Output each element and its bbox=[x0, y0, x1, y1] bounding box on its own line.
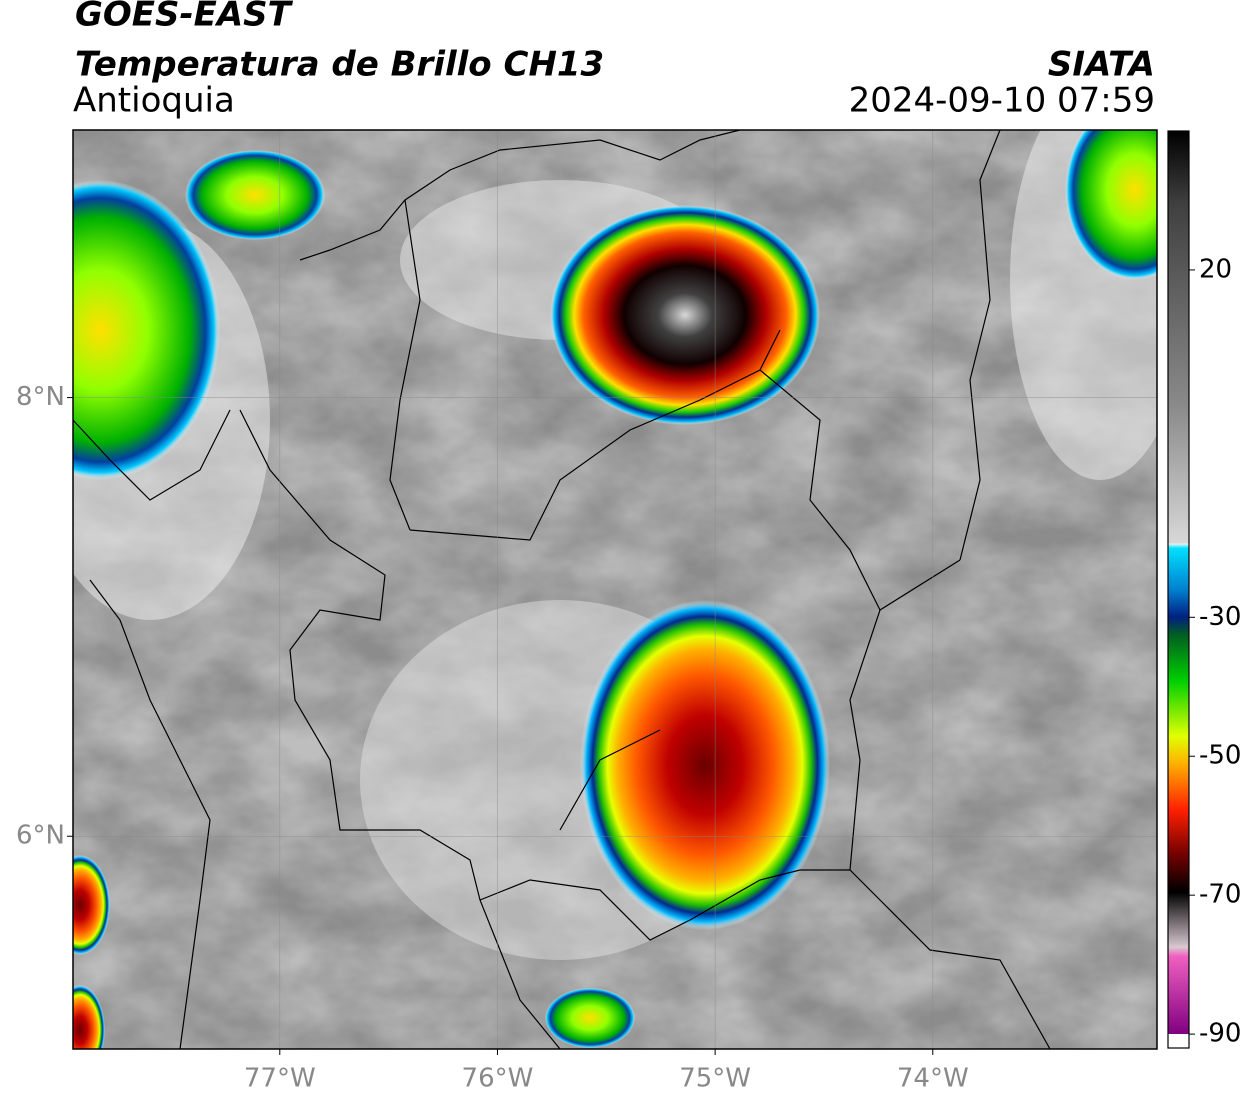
y-tick-label: 6°N bbox=[16, 821, 65, 851]
colorbar-tick-label: -30 bbox=[1199, 602, 1241, 632]
imagery bbox=[73, 130, 1157, 1049]
y-tick-label: 8°N bbox=[16, 382, 65, 412]
colorbar-tick-label: -70 bbox=[1199, 880, 1241, 910]
source: SIATA bbox=[1048, 45, 1155, 85]
region: Antioquia bbox=[73, 81, 235, 121]
datetime: 2024-09-10 07:59 bbox=[849, 81, 1155, 121]
x-tick-label: 74°W bbox=[897, 1064, 969, 1094]
plot-frame bbox=[72, 129, 1158, 1050]
colorbar-tick-label: -50 bbox=[1199, 741, 1241, 771]
colorbar-tick-label: 20 bbox=[1199, 254, 1232, 284]
title: GOES-EAST bbox=[75, 0, 294, 35]
x-tick-label: 76°W bbox=[462, 1064, 534, 1094]
x-tick-label: 75°W bbox=[679, 1064, 751, 1094]
subtitle: Temperatura de Brillo CH13 bbox=[75, 45, 604, 85]
x-tick-label: 77°W bbox=[244, 1064, 316, 1094]
grid bbox=[73, 130, 1157, 1049]
colorbar-tick-label: -90 bbox=[1199, 1019, 1241, 1049]
colorbar bbox=[1167, 130, 1190, 1049]
